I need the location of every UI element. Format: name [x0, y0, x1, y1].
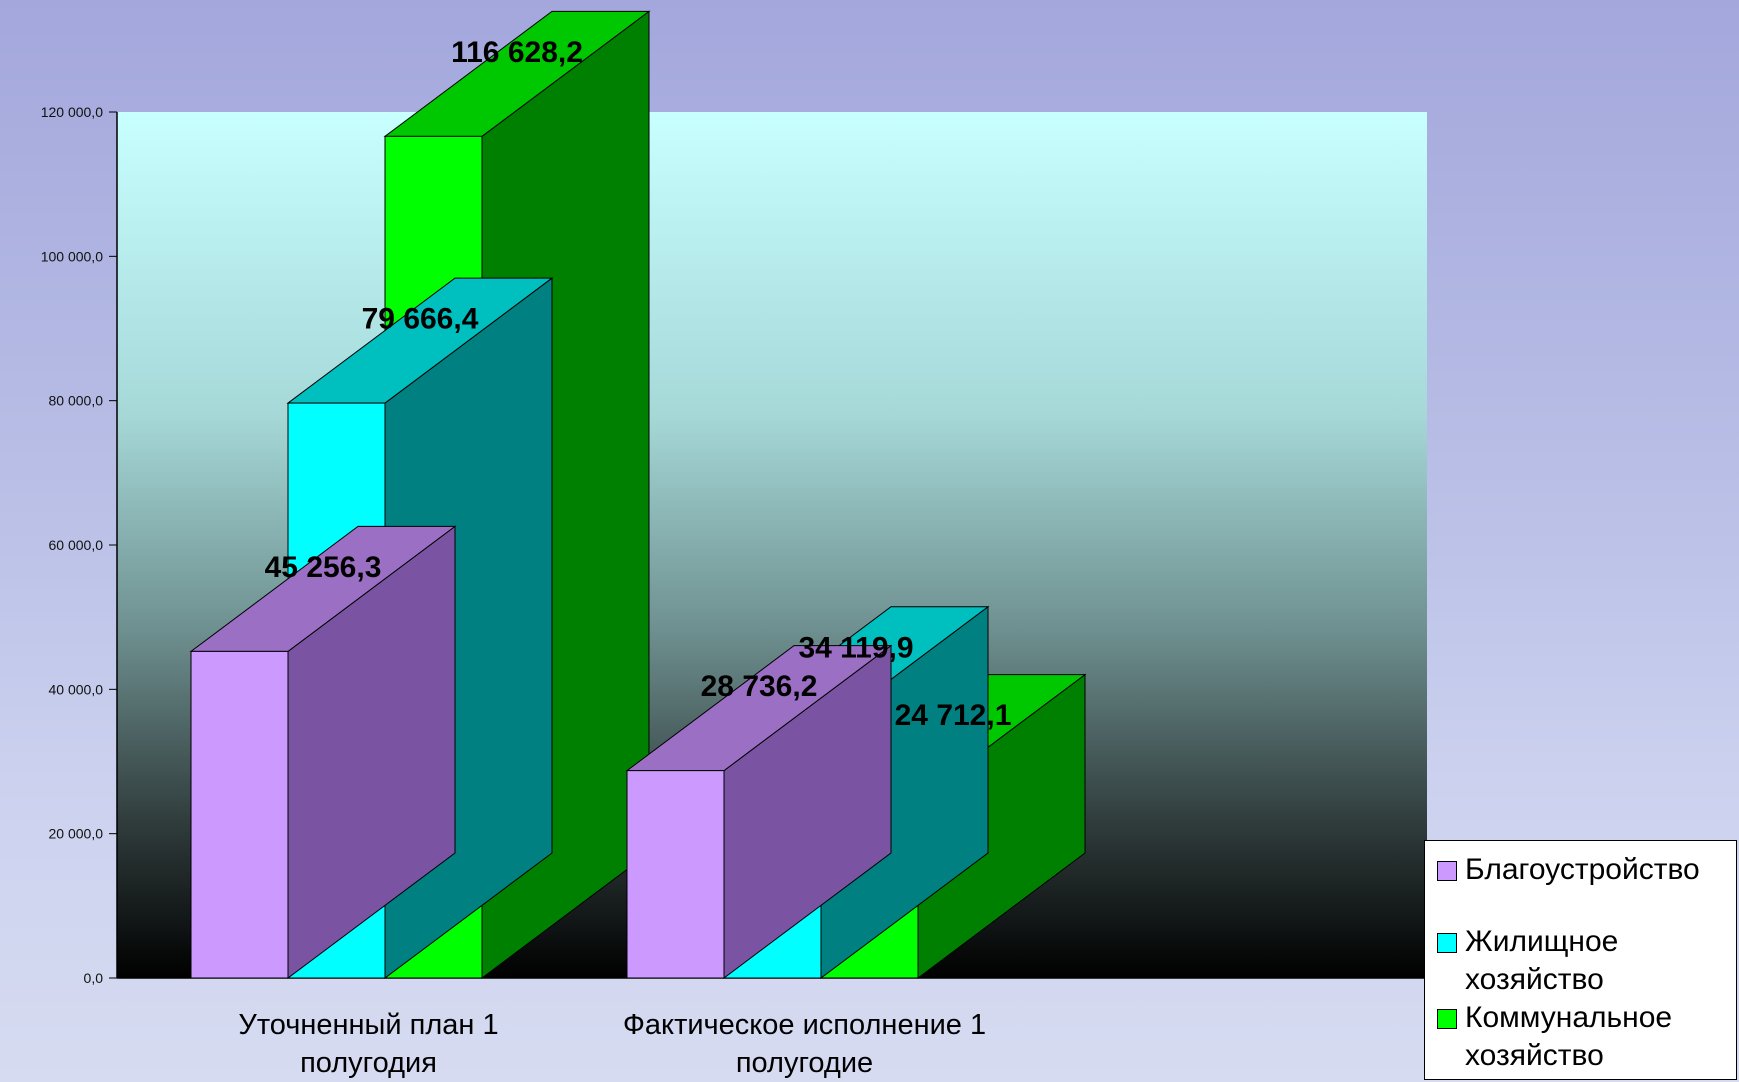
category-labels-group: Уточненный план 1 полугодия Фактическое ис…: [238, 1009, 986, 1079]
y-tick-label: 120 000,0: [41, 104, 103, 120]
data-label: 116 628,2: [451, 36, 583, 69]
data-label: 34 119,9: [798, 631, 913, 664]
y-tick-label: 40 000,0: [49, 681, 104, 697]
legend-label: Жилищное хозяйство: [1465, 925, 1619, 996]
legend: Благоустройство Жилищное хозяйство Комму…: [1424, 840, 1737, 1080]
bars-group: [189, 10, 1087, 979]
y-tick-label: 60 000,0: [49, 537, 104, 553]
bar-0-0: [189, 525, 457, 979]
legend-item-blagoustroystvo: Благоустройство: [1437, 851, 1728, 889]
data-labels-group: 45 256,3 79 666,4 116 628,2 28 736,2 34 119,…: [265, 36, 1012, 732]
y-tick-label: 80 000,0: [49, 393, 104, 409]
category-label: Фактическое исполнение 1 полугодие: [623, 1009, 986, 1079]
bar-0-1: [625, 644, 893, 979]
y-tick-label: 100 000,0: [41, 248, 103, 264]
data-label: 28 736,2: [701, 670, 818, 703]
data-label: 79 666,4: [362, 303, 479, 336]
bar-front: [626, 770, 725, 979]
bar-front: [190, 650, 289, 979]
y-tick-label: 0,0: [84, 970, 104, 986]
legend-swatch: [1437, 933, 1457, 953]
legend-item-kommunalnoe: Коммунальное хозяйство: [1437, 999, 1728, 1075]
data-label: 45 256,3: [265, 551, 382, 584]
legend-item-zhilishchnoe: Жилищное хозяйство: [1437, 923, 1728, 999]
y-tick-label: 20 000,0: [49, 826, 104, 842]
y-axis-ticks: 0,0 20 000,0 40 000,0 60 000,0 80 000,0 100 0…: [41, 104, 117, 986]
legend-label: Благоустройство: [1465, 853, 1700, 886]
legend-swatch: [1437, 861, 1457, 881]
legend-swatch: [1437, 1009, 1457, 1029]
data-label: 24 712,1: [895, 699, 1012, 732]
legend-label: Коммунальное хозяйство: [1465, 1001, 1673, 1072]
category-label: Уточненный план 1 полугодия: [238, 1009, 498, 1079]
